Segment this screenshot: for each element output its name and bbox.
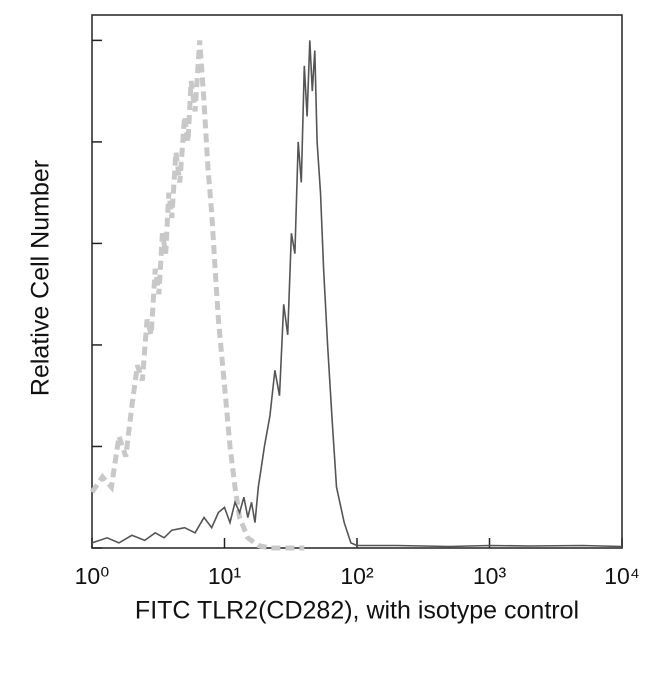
plot-frame xyxy=(91,14,623,549)
x-tick-label: 10³ xyxy=(473,563,507,589)
x-axis-label: FITC TLR2(CD282), with isotype control xyxy=(135,597,579,625)
x-tick-label: 10⁰ xyxy=(75,563,110,589)
x-tick-label: 10⁴ xyxy=(604,563,639,589)
x-tick-label: 10¹ xyxy=(208,563,242,589)
isotype-line xyxy=(89,40,305,551)
sample-line xyxy=(91,40,623,548)
x-tick-label: 10² xyxy=(340,563,374,589)
y-axis-label: Relative Cell Number xyxy=(27,160,55,396)
